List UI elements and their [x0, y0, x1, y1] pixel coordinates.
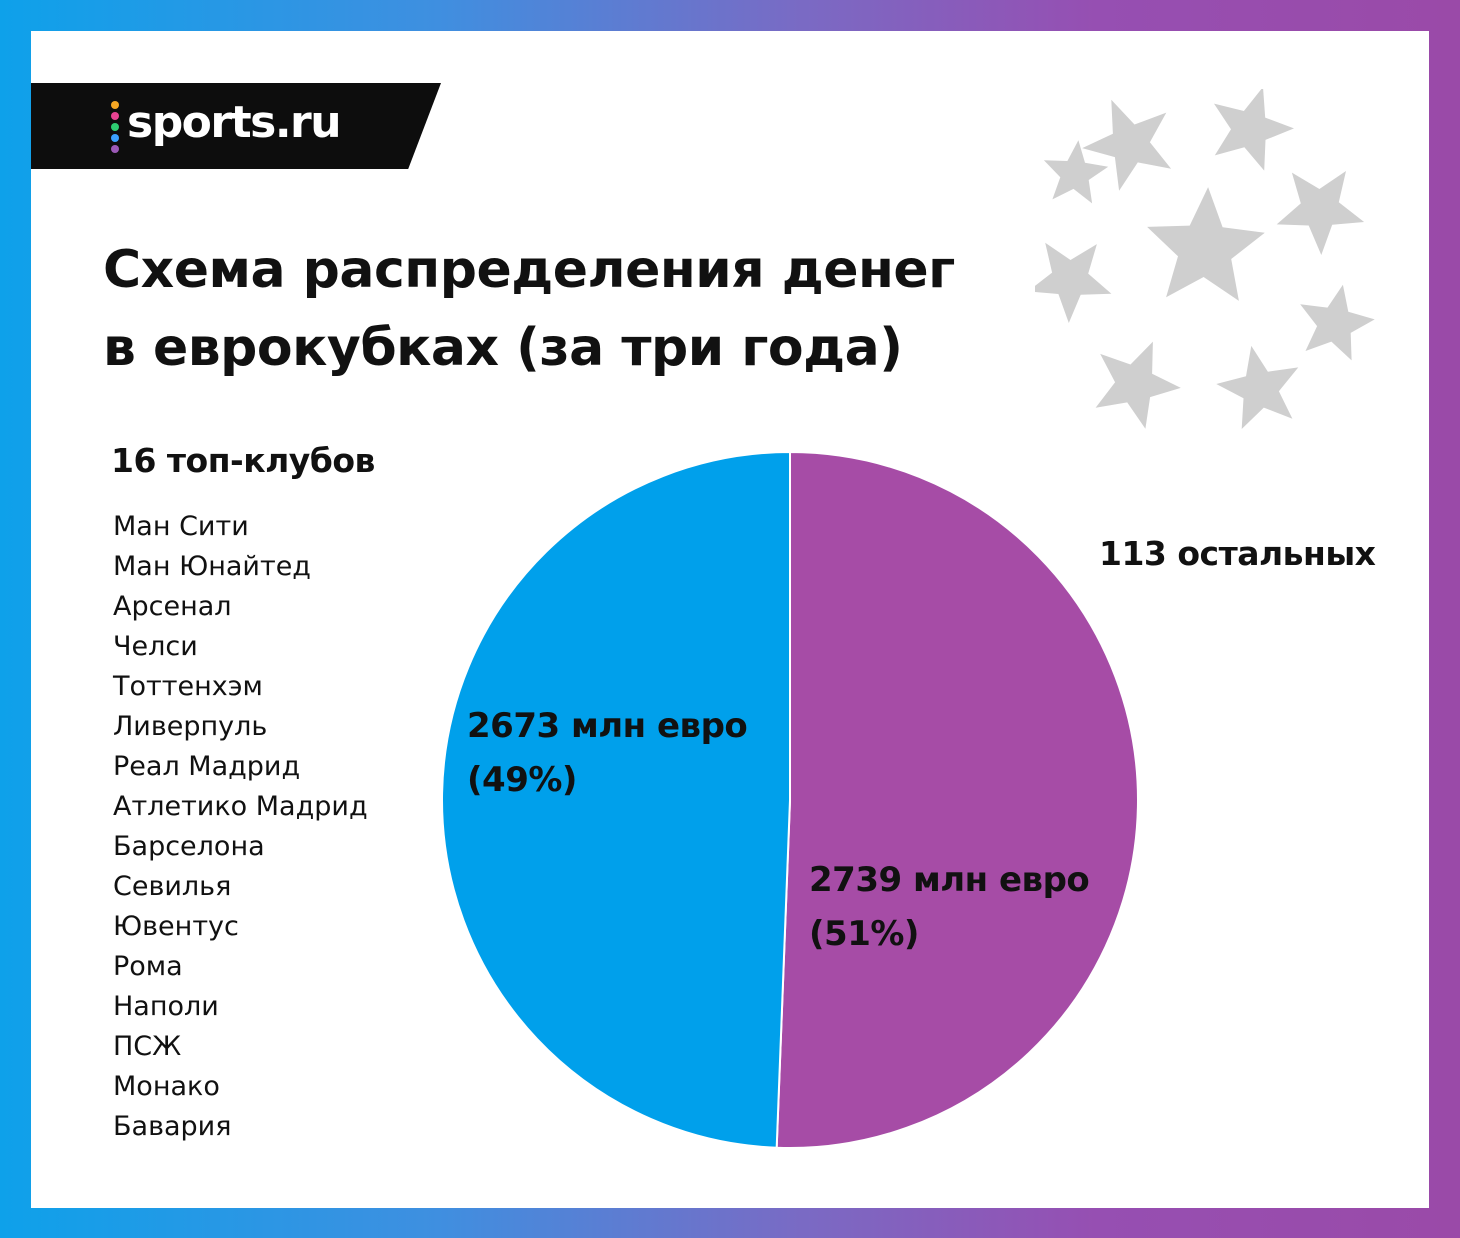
starball-star-shape	[1216, 345, 1299, 429]
club-list-item: Челси	[113, 631, 198, 662]
starball-star-shape	[1214, 89, 1294, 171]
data-label-percent: (51%)	[809, 914, 919, 954]
club-list-item: ПСЖ	[113, 1031, 182, 1062]
top-clubs-heading: 16 топ-клубов	[111, 441, 375, 480]
pie-chart	[441, 450, 1140, 1149]
brand-dot	[111, 145, 119, 153]
page-title: Схема распределения денег в еврокубках (…	[103, 231, 1063, 387]
starball-star-shape	[1043, 140, 1109, 204]
data-label-top-clubs: 2673 млн евро (49%)	[467, 699, 748, 807]
pie-slice-top-clubs	[441, 450, 791, 1149]
club-list-item: Реал Мадрид	[113, 751, 301, 782]
club-list-item: Тоттенхэм	[113, 671, 263, 702]
brand-dot	[111, 123, 119, 131]
infographic-card: sports.ru Схема распределения денег в ев…	[31, 31, 1429, 1208]
club-list-item: Ливерпуль	[113, 711, 268, 742]
brand-logo-bar: sports.ru	[31, 83, 441, 169]
club-list-item: Севилья	[113, 871, 232, 902]
title-line: в еврокубках (за три года)	[103, 318, 903, 378]
data-label-percent: (49%)	[467, 760, 577, 800]
brand-logo-text: sports.ru	[127, 97, 342, 148]
brand-dot	[111, 112, 119, 120]
brand-dot	[111, 134, 119, 142]
starball-star-shape	[1147, 187, 1265, 301]
club-list-item: Ювентус	[113, 911, 239, 942]
club-list-item: Бавария	[113, 1111, 232, 1142]
club-list-item: Ман Сити	[113, 511, 249, 542]
brand-dot	[111, 101, 119, 109]
starball-star-shape	[1300, 284, 1375, 361]
starball-star-shape	[1082, 99, 1172, 191]
club-list-item: Наполи	[113, 991, 219, 1022]
pie-slice-others	[775, 450, 1140, 1149]
data-label-value: 2673 млн евро	[467, 706, 748, 746]
title-line: Схема распределения денег	[103, 240, 955, 300]
brand-dots-icon	[111, 101, 121, 155]
club-list-item: Ман Юнайтед	[113, 551, 311, 582]
club-list-item: Монако	[113, 1071, 220, 1102]
club-list-item: Барселона	[113, 831, 265, 862]
data-label-value: 2739 млн евро	[809, 860, 1090, 900]
top-clubs-list: Ман Сити Ман Юнайтед Арсенал Челси Тоттенхэм…	[113, 507, 368, 1147]
starball-star-shape	[1276, 171, 1365, 255]
club-list-item: Рома	[113, 951, 183, 982]
starball-star-shape	[1095, 341, 1181, 429]
starball-star-shape	[1035, 242, 1112, 323]
club-list-item: Арсенал	[113, 591, 232, 622]
champions-league-starball-icon	[1035, 89, 1375, 429]
data-label-others: 2739 млн евро (51%)	[809, 853, 1090, 961]
club-list-item: Атлетико Мадрид	[113, 791, 368, 822]
others-heading: 113 остальных	[1099, 534, 1376, 573]
